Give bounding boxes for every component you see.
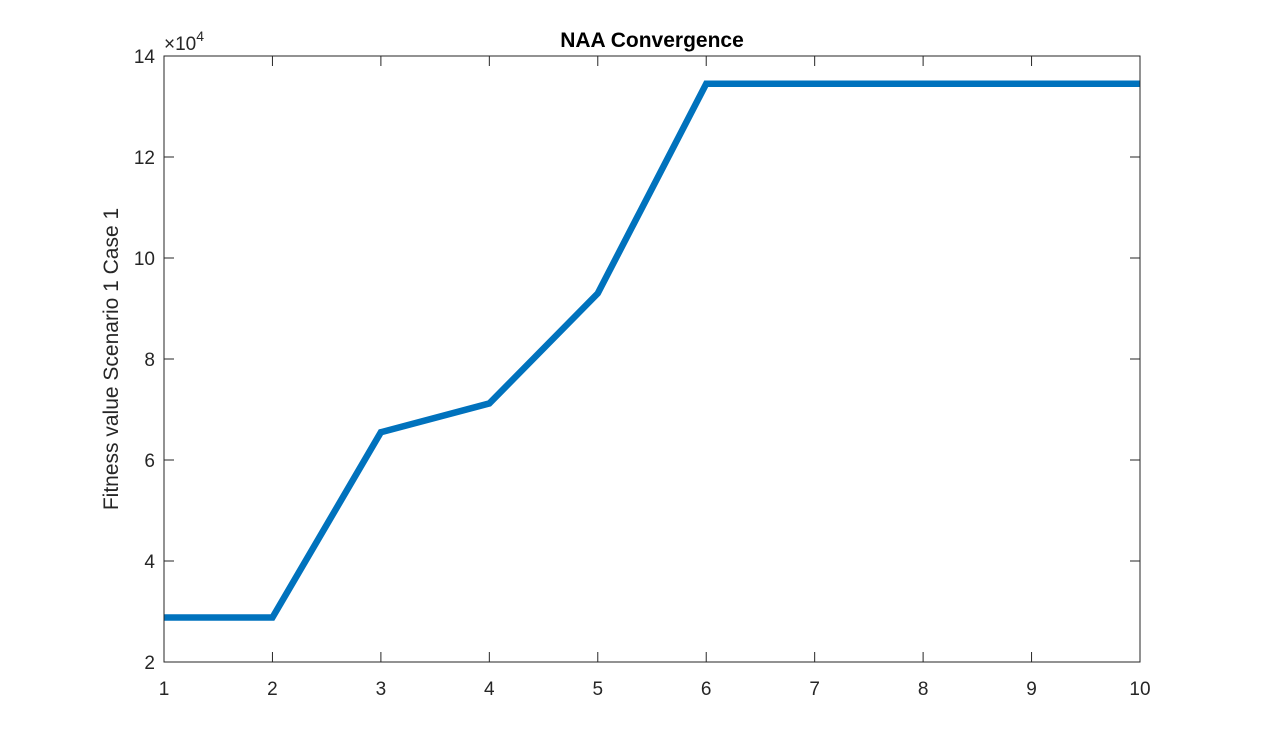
plot-area bbox=[164, 56, 1140, 662]
x-tick-label: 9 bbox=[1026, 679, 1037, 700]
x-tick-label: 5 bbox=[592, 679, 603, 700]
y-tick-label: 14 bbox=[134, 47, 156, 68]
y-axis-title: Fitness value Scenario 1 Case 1 bbox=[100, 208, 123, 510]
plot-frame bbox=[163, 55, 1141, 663]
y-tick-label: 8 bbox=[144, 350, 155, 371]
y-exponent-power: 4 bbox=[196, 28, 204, 44]
y-tick-label: 4 bbox=[144, 552, 155, 573]
x-tick-label: 1 bbox=[159, 679, 170, 700]
y-exponent-label: ×104 bbox=[164, 28, 204, 55]
chart-title: NAA Convergence bbox=[560, 29, 744, 52]
x-tick-label: 3 bbox=[376, 679, 387, 700]
y-tick-label: 6 bbox=[144, 451, 155, 472]
y-tick-label: 12 bbox=[134, 148, 155, 169]
y-tick-label: 10 bbox=[134, 249, 155, 270]
y-exponent-base: ×10 bbox=[164, 34, 196, 55]
ticks-layer bbox=[163, 55, 1141, 663]
y-tick-label: 2 bbox=[144, 653, 155, 674]
x-tick-label: 10 bbox=[1129, 679, 1150, 700]
x-tick-label: 2 bbox=[267, 679, 278, 700]
x-tick-label: 8 bbox=[918, 679, 929, 700]
x-tick-label: 6 bbox=[701, 679, 712, 700]
series-line bbox=[164, 80, 1140, 621]
x-tick-label: 7 bbox=[809, 679, 820, 700]
series-layer bbox=[164, 80, 1140, 621]
x-tick-label: 4 bbox=[484, 679, 495, 700]
